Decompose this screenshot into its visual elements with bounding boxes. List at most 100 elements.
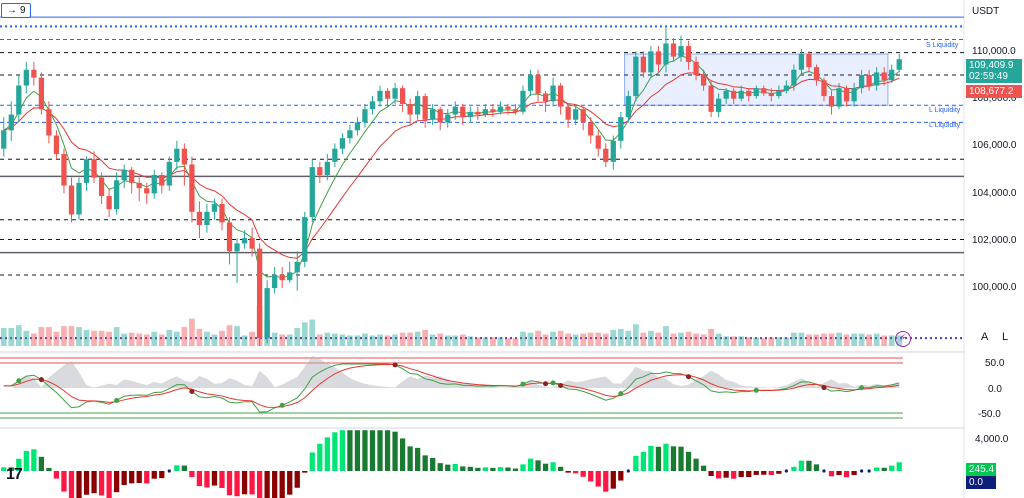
candle — [670, 38, 677, 62]
candle-body — [565, 106, 571, 120]
hist-bar — [392, 431, 398, 471]
candle-body — [166, 161, 172, 186]
candle-body — [159, 175, 165, 186]
candle — [843, 85, 850, 107]
candle-body — [91, 159, 97, 178]
tradingview-logo[interactable]: 17 — [6, 466, 23, 483]
candle — [264, 280, 270, 344]
hist-bar — [633, 455, 639, 471]
candle — [339, 132, 346, 154]
l-liquidity-label: L Liquidity — [929, 122, 961, 129]
hist-bar — [407, 446, 413, 471]
candle — [226, 217, 233, 265]
candle — [881, 67, 887, 86]
hist-bar — [76, 471, 82, 498]
volume-bar — [271, 332, 278, 346]
hist-bar — [219, 471, 225, 489]
volume-bar — [685, 331, 692, 346]
candle — [625, 90, 631, 123]
volume-bar — [821, 333, 827, 346]
hist-bar — [813, 464, 820, 471]
volume-bar — [783, 337, 790, 346]
hist-bar — [505, 467, 511, 471]
volume-bar — [843, 334, 850, 346]
candle — [144, 182, 150, 204]
candle — [422, 93, 428, 128]
candle-body — [415, 96, 421, 115]
candle — [610, 135, 616, 170]
hist-bar — [565, 471, 571, 473]
candle — [121, 164, 127, 189]
candle-body — [467, 111, 473, 118]
candle-body — [700, 75, 707, 86]
volume-bar — [881, 335, 888, 346]
hist-bar — [482, 467, 488, 471]
candle — [813, 64, 820, 86]
volume-bar — [580, 333, 587, 346]
candle — [505, 103, 511, 115]
volume-bar — [715, 333, 722, 346]
candle-body — [655, 51, 662, 65]
hist-bar — [23, 450, 29, 471]
volume-bar — [595, 332, 602, 346]
log-scale-button[interactable]: L — [1002, 331, 1009, 343]
hist-bar — [580, 471, 586, 477]
candle — [588, 117, 594, 144]
candle-body — [272, 274, 278, 289]
hist-bar — [467, 466, 473, 471]
interval-badge[interactable]: → 9 — [1, 3, 31, 18]
candle — [399, 85, 406, 112]
volume-bar — [399, 332, 406, 346]
hist-bar — [279, 471, 285, 498]
candle-body — [174, 148, 180, 162]
cross-dot — [114, 397, 120, 403]
hist-bar — [475, 467, 481, 471]
candle — [595, 130, 601, 157]
volume-bar — [512, 338, 519, 346]
hist-bar — [159, 471, 165, 479]
volume-bar — [128, 332, 135, 346]
volume-bar — [482, 337, 489, 346]
volume-bar — [279, 334, 286, 346]
candle — [618, 111, 624, 149]
candle — [159, 172, 165, 194]
volume-bar — [8, 328, 15, 346]
candle-body — [287, 272, 293, 281]
candle-body — [302, 217, 308, 262]
volume-bar — [347, 335, 353, 346]
candle-body — [196, 211, 203, 225]
candle-body — [256, 248, 263, 339]
hist-dot — [167, 469, 171, 473]
ma-price-tag: 108,677.2 — [966, 85, 1022, 98]
hist-bar — [746, 471, 752, 478]
candle-body — [392, 88, 398, 99]
candle-body — [738, 90, 744, 99]
candle — [324, 153, 330, 181]
candle — [114, 172, 120, 215]
candle — [377, 85, 383, 107]
candle-body — [505, 106, 511, 110]
candle-body — [136, 182, 142, 189]
candle-body — [407, 103, 413, 115]
candle — [467, 106, 473, 123]
candle-body — [264, 288, 270, 339]
candle-body — [798, 53, 805, 70]
candle — [151, 169, 157, 199]
candle — [497, 101, 504, 115]
osc-tick: 50.0 — [985, 358, 1005, 369]
volume-bar — [587, 332, 594, 346]
auto-scale-button[interactable]: A — [981, 331, 989, 343]
volume-bars — [0, 305, 903, 346]
candle-body — [580, 109, 586, 123]
volume-bar — [136, 333, 143, 346]
candle — [249, 227, 255, 257]
volume-bar — [414, 331, 421, 346]
candle-body — [874, 72, 880, 86]
lightning-icon[interactable]: ⚡ — [895, 331, 911, 347]
candle — [430, 103, 436, 126]
candle — [445, 109, 451, 128]
candle-body — [595, 135, 601, 149]
candle — [685, 40, 692, 70]
candle — [204, 203, 210, 233]
